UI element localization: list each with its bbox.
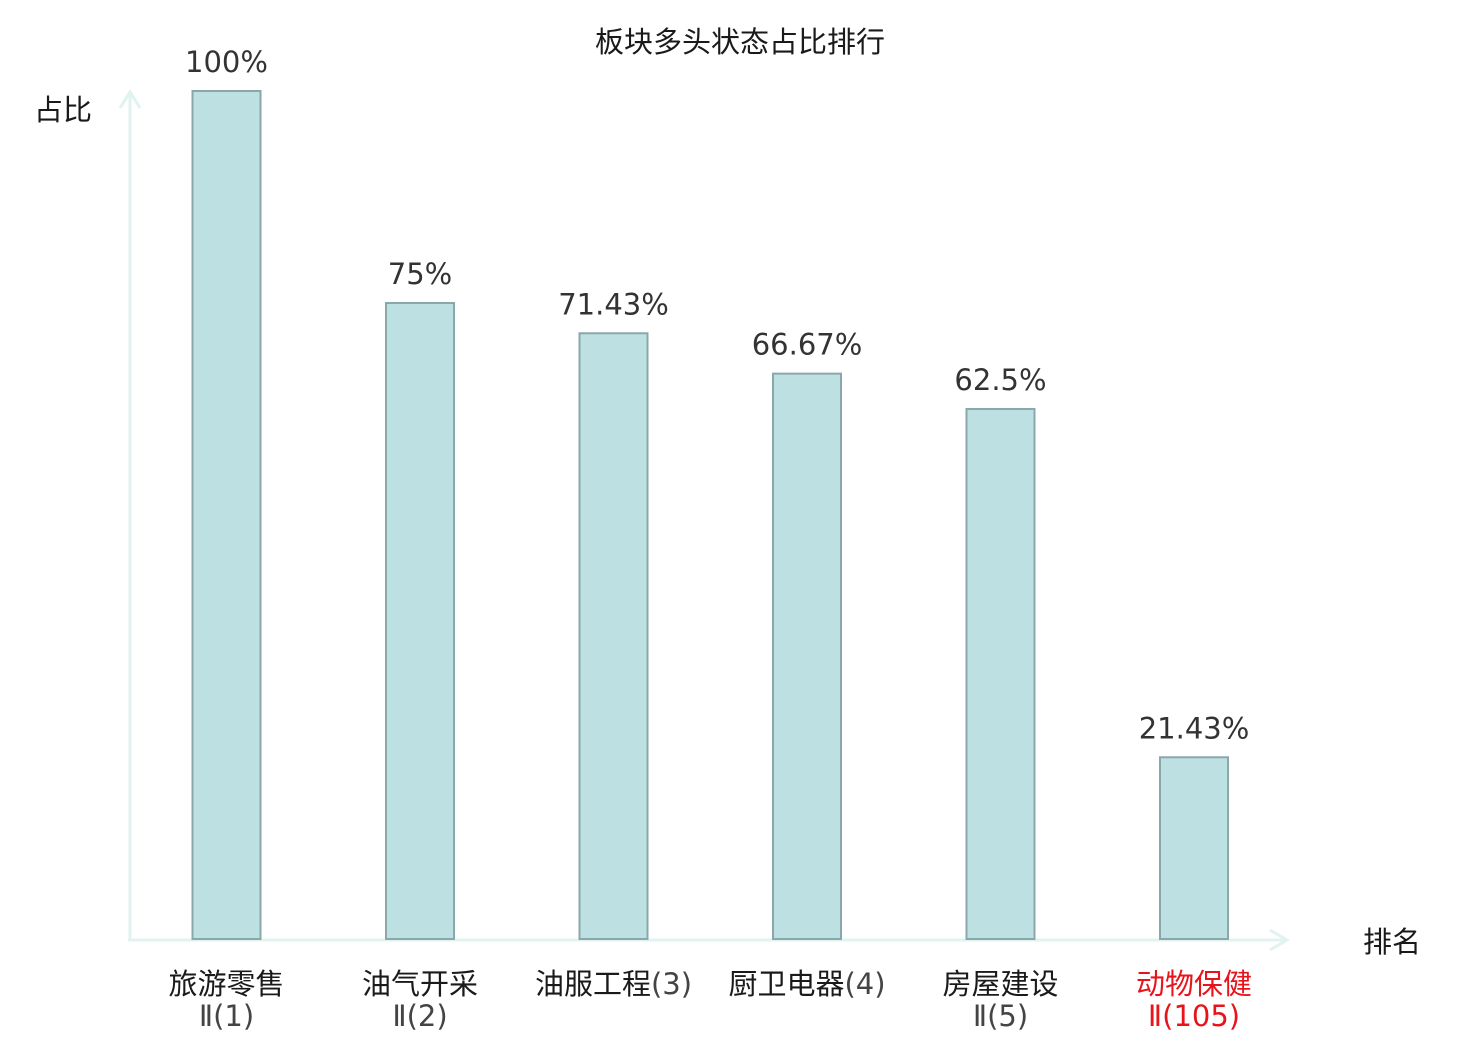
x-tick-label: 动物保健 [1136,967,1252,1001]
x-axis: 排名 [128,925,1421,959]
bar-value-label: 75% [388,257,452,291]
bar-value-label: 21.43% [1139,711,1250,745]
bar [965,408,1036,940]
bar [385,302,455,940]
bar-series [191,90,1229,941]
bar [772,372,842,940]
x-tick-label: 旅游零售 [168,967,284,1001]
y-axis-label: 占比 [34,93,92,127]
x-tick-label: 油气开采 [362,967,478,1001]
bar [191,90,262,940]
chart-title: 板块多头状态占比排行 [595,25,885,59]
x-tick-rank: Ⅱ(105) [1148,999,1240,1033]
y-axis: 占比 [34,89,142,940]
value-labels: 100% 75% 71.43% 66.67% 62.5% 21.43% [185,45,1249,745]
bar [578,332,649,940]
y-axis-arrow-icon [118,89,142,109]
bar-value-label: 100% [185,45,268,79]
x-tick-rank: Ⅱ(2) [392,999,447,1033]
bar-value-label: 66.67% [752,328,863,362]
x-tick-label: 油服工程(3) [535,967,692,1001]
bar-value-label: 71.43% [558,287,669,321]
bar [1159,756,1229,941]
x-tick-rank: Ⅱ(5) [973,999,1028,1033]
x-axis-label: 排名 [1363,925,1421,959]
x-tick-label: 房屋建设 [942,967,1058,1001]
x-tick-label: 厨卫电器(4) [728,967,885,1001]
x-axis-arrow-icon [1269,928,1290,952]
bar-value-label: 62.5% [954,363,1046,397]
x-tick-rank: Ⅱ(1) [199,999,254,1033]
